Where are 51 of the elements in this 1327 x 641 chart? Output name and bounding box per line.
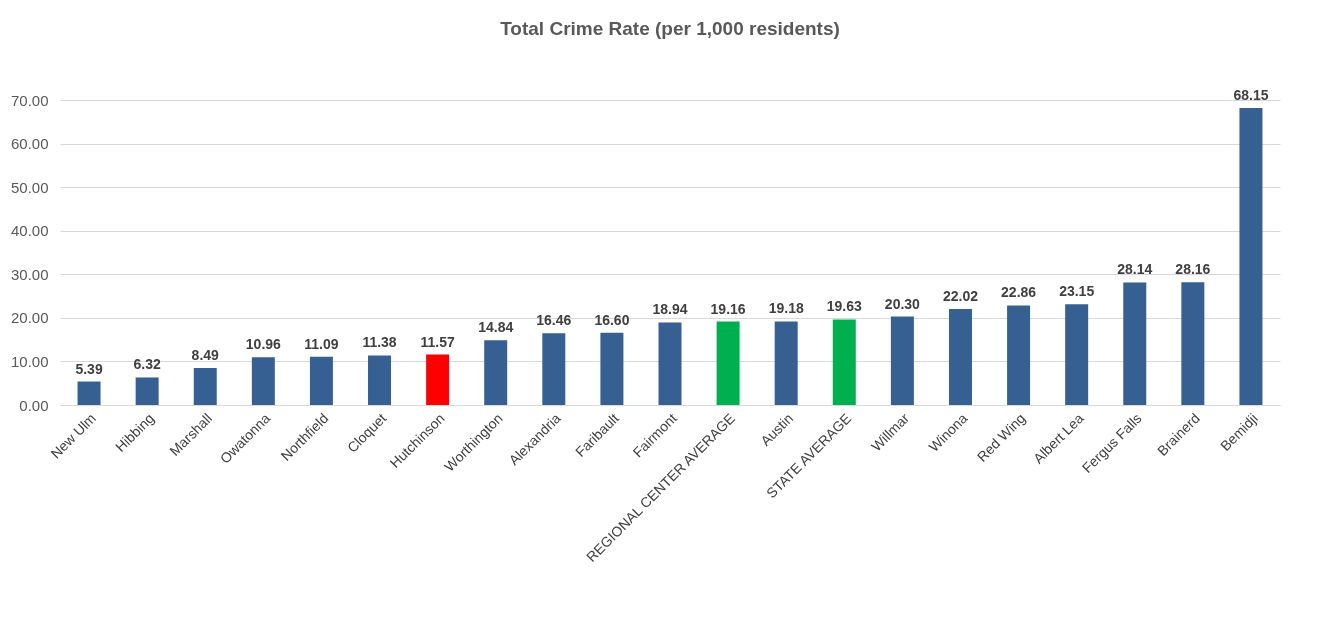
y-tick-label: 60.00 [10, 135, 49, 153]
data-label: 5.39 [75, 360, 103, 377]
y-tick-label: 10.00 [10, 352, 49, 370]
data-label: 11.38 [362, 334, 397, 351]
y-tick-label: 20.00 [10, 309, 49, 327]
data-label: 28.16 [1175, 261, 1211, 278]
data-label: 16.60 [594, 311, 630, 328]
data-label: 18.94 [652, 301, 688, 318]
bar [77, 381, 101, 405]
bar [1007, 305, 1031, 405]
y-tick-label: 70.00 [10, 91, 49, 109]
bar [890, 316, 914, 405]
data-label: 68.15 [1233, 87, 1269, 104]
data-label: 23.15 [1059, 283, 1095, 300]
bar [1065, 304, 1089, 405]
bar [251, 357, 275, 405]
bar [1123, 282, 1147, 405]
data-label: 19.16 [710, 300, 746, 317]
y-tick-label: 30.00 [10, 265, 49, 283]
data-label: 22.02 [942, 288, 979, 305]
bar [658, 322, 682, 405]
bar [542, 333, 566, 405]
data-label: 10.96 [245, 336, 282, 353]
data-label: 19.18 [768, 300, 804, 317]
bar [774, 321, 798, 405]
bar [484, 340, 508, 405]
bar [135, 377, 159, 405]
data-label: 8.49 [191, 347, 220, 364]
bar [948, 309, 972, 405]
chart-title: Total Crime Rate (per 1,000 residents) [500, 18, 840, 40]
bar [600, 332, 624, 405]
bar [832, 319, 856, 405]
data-label: 14.84 [478, 319, 514, 336]
bar [1181, 282, 1205, 405]
data-label: 22.86 [1001, 284, 1037, 301]
data-label: 20.30 [884, 295, 921, 312]
bar [1239, 108, 1263, 405]
y-tick-label: 50.00 [10, 178, 49, 196]
y-tick-label: 40.00 [10, 222, 49, 240]
bar [426, 354, 450, 405]
y-tick-label: 0.00 [19, 396, 49, 414]
data-label: 11.57 [420, 333, 455, 350]
data-label: 28.14 [1117, 261, 1153, 278]
data-label: 16.46 [536, 312, 572, 329]
bar [193, 368, 217, 405]
bar [309, 356, 333, 405]
bar [716, 321, 740, 405]
bar [368, 355, 392, 405]
data-label: 6.32 [133, 356, 161, 373]
data-label: 19.63 [826, 298, 863, 315]
data-label: 11.09 [304, 335, 339, 352]
